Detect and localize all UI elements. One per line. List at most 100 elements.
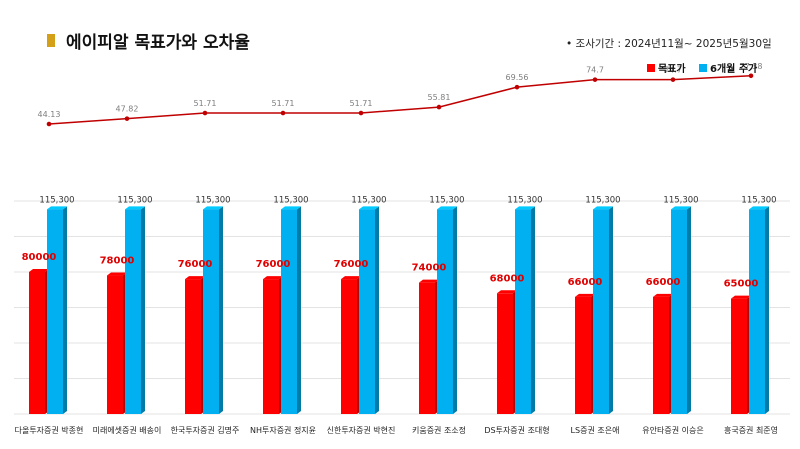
six-month-price-bar-front	[281, 209, 297, 414]
target-price-bar	[653, 293, 673, 414]
error-rate-line	[48, 75, 752, 125]
six-month-price-bar-top	[125, 206, 145, 210]
six-month-price-bar-side	[297, 206, 301, 414]
error-rate-line-chart: 44.13 47.82 51.71 51.71 51.71 55.81 69.56 74.7 7…	[38, 62, 762, 127]
six-month-price-label: 115,300	[585, 195, 620, 205]
target-price-bar	[185, 276, 205, 414]
six-month-price-bar	[281, 206, 301, 414]
six-month-price-bar	[359, 206, 379, 414]
category-label: 키움증권 조소정	[412, 425, 466, 435]
category-label: 다올투자증권 박종현	[15, 425, 84, 435]
error-rate-label: 51.71	[272, 99, 295, 108]
target-price-bar-top	[107, 272, 127, 276]
category-label: 흥국증권 최준영	[724, 425, 778, 435]
target-price-bar-front	[497, 293, 513, 414]
target-price-label: 66000	[568, 277, 603, 288]
error-rate-point	[436, 104, 442, 110]
six-month-price-bar-front	[125, 209, 141, 414]
six-month-price-bar-side	[687, 206, 691, 414]
six-month-price-bar	[515, 206, 535, 414]
target-price-bar-top	[341, 276, 361, 280]
six-month-price-label: 115,300	[351, 195, 386, 205]
six-month-price-bar-front	[749, 209, 765, 414]
six-month-price-bar-front	[593, 209, 609, 414]
six-month-price-bar-side	[765, 206, 769, 414]
target-price-bar	[263, 276, 283, 414]
six-month-price-label: 115,300	[429, 195, 464, 205]
six-month-price-label: 115,300	[663, 195, 698, 205]
target-price-bar	[29, 269, 49, 414]
error-rate-point	[280, 110, 286, 116]
category-label: DS투자증권 조대형	[484, 425, 549, 435]
target-price-bar-front	[575, 296, 591, 414]
six-month-price-bar-side	[531, 206, 535, 414]
target-price-bar-front	[185, 279, 201, 414]
error-rate-point	[592, 77, 598, 82]
six-month-price-bar	[125, 206, 145, 414]
error-rate-label: 47.82	[116, 105, 139, 114]
target-price-bar	[731, 295, 751, 414]
target-price-bar-top	[29, 269, 49, 272]
error-rate-point	[202, 110, 208, 116]
six-month-price-bar	[749, 206, 769, 414]
six-month-price-bar-side	[453, 206, 457, 414]
target-price-label: 76000	[256, 259, 291, 270]
target-price-bar	[107, 272, 127, 414]
target-price-label: 80000	[22, 252, 57, 263]
target-price-label: 78000	[100, 256, 135, 267]
target-price-label: 68000	[490, 273, 525, 284]
target-price-bar-top	[575, 293, 595, 297]
six-month-price-label: 115,300	[39, 195, 74, 205]
legend-label: 6개월 주가	[710, 62, 758, 75]
target-price-bar-top	[185, 276, 205, 280]
target-price-bar-front	[341, 279, 357, 414]
six-month-price-bar-side	[609, 206, 613, 414]
six-month-price-bar-top	[47, 206, 67, 210]
error-rate-label: 74.7	[586, 66, 604, 75]
error-rate-label: 55.81	[428, 93, 451, 102]
error-rate-point	[670, 77, 676, 82]
six-month-price-bar-top	[281, 206, 301, 210]
target-price-bar	[575, 293, 595, 414]
six-month-price-bar-front	[671, 209, 687, 414]
target-price-label: 76000	[178, 259, 213, 270]
six-month-price-bar	[671, 206, 691, 414]
six-month-price-bar-top	[593, 206, 613, 210]
error-rate-label: 51.71	[194, 99, 217, 108]
six-month-price-bar-top	[437, 206, 457, 210]
six-month-price-bar	[437, 206, 457, 414]
error-rate-label: 44.13	[38, 110, 61, 119]
target-price-bar-top	[263, 276, 283, 280]
target-price-bar-front	[263, 279, 279, 414]
error-rate-point	[124, 116, 130, 121]
error-rate-point	[358, 110, 364, 116]
six-month-price-bar-side	[63, 206, 67, 414]
category-labels: 다올투자증권 박종현 미래에셋증권 배송이 한국투자증권 김명주 NH투자증권 정지윤…	[15, 425, 778, 435]
error-rate-label: 74.7	[664, 66, 682, 75]
target-price-bar	[419, 279, 439, 414]
six-month-price-bar	[203, 206, 223, 414]
target-price-bar-top	[497, 290, 517, 294]
target-price-bar-top	[653, 293, 673, 297]
legend-swatch	[647, 64, 655, 72]
six-month-price-bar-top	[671, 206, 691, 210]
six-month-price-bar-front	[47, 209, 63, 414]
target-price-label: 76000	[334, 259, 369, 270]
category-label: 신한투자증권 박현진	[327, 425, 396, 435]
target-price-label: 66000	[646, 277, 681, 288]
title-marker	[47, 34, 55, 47]
target-price-bar-front	[107, 275, 123, 414]
target-price-label: 74000	[412, 263, 447, 274]
legend-label: 목표가	[658, 62, 686, 75]
category-label: NH투자증권 정지윤	[250, 425, 316, 435]
six-month-price-bar-top	[749, 206, 769, 210]
target-price-bar-front	[731, 298, 747, 414]
six-month-price-bar-front	[437, 209, 453, 414]
category-label: 미래에셋증권 배송이	[93, 425, 162, 435]
category-label: 한국투자증권 김명주	[171, 425, 240, 435]
error-rate-point	[514, 84, 520, 90]
six-month-price-bar-side	[375, 206, 379, 414]
target-price-bar-top	[419, 279, 439, 283]
error-rate-label: 51.71	[350, 99, 373, 108]
six-month-price-bar-top	[359, 206, 379, 210]
